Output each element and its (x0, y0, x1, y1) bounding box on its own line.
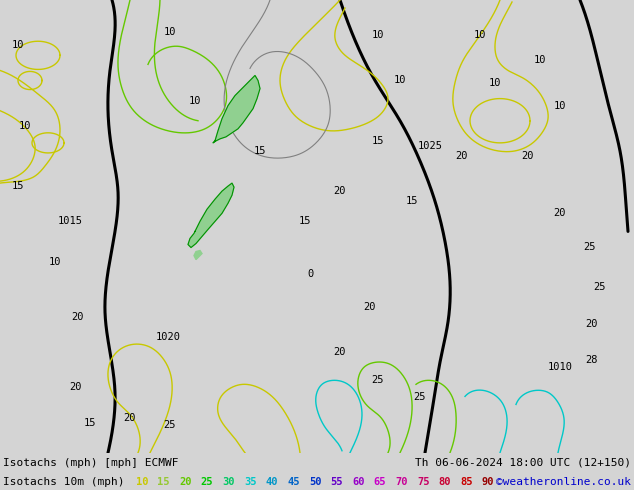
Text: 15: 15 (84, 417, 96, 428)
Text: 25: 25 (372, 375, 384, 385)
Text: 15: 15 (254, 146, 266, 156)
Text: 25: 25 (414, 392, 426, 402)
Text: 90: 90 (482, 477, 495, 487)
Text: ©weatheronline.co.uk: ©weatheronline.co.uk (496, 477, 631, 487)
Text: 10: 10 (474, 30, 486, 40)
Text: 10: 10 (164, 27, 176, 37)
Text: 25: 25 (584, 242, 596, 251)
Polygon shape (213, 75, 260, 143)
Text: 15: 15 (299, 217, 311, 226)
Text: 10: 10 (394, 75, 406, 85)
Text: 20: 20 (333, 186, 346, 196)
Text: 55: 55 (330, 477, 343, 487)
Text: 10: 10 (372, 30, 384, 40)
Text: 25: 25 (200, 477, 213, 487)
Text: 25: 25 (594, 282, 606, 292)
Text: 20: 20 (179, 477, 191, 487)
Text: 10: 10 (19, 121, 31, 131)
Text: 20: 20 (553, 208, 566, 219)
Text: 70: 70 (395, 477, 408, 487)
Polygon shape (194, 250, 202, 260)
Text: 50: 50 (309, 477, 321, 487)
Text: 10: 10 (49, 257, 61, 267)
Text: Th 06-06-2024 18:00 UTC (12+150): Th 06-06-2024 18:00 UTC (12+150) (415, 458, 631, 468)
Text: 15: 15 (406, 196, 418, 206)
Text: 10: 10 (189, 96, 201, 106)
Text: 1020: 1020 (155, 332, 181, 342)
Text: 20: 20 (456, 151, 469, 161)
Text: 30: 30 (223, 477, 235, 487)
Text: 65: 65 (373, 477, 386, 487)
Text: 45: 45 (287, 477, 300, 487)
Text: 1015: 1015 (58, 217, 82, 226)
Text: 10: 10 (553, 100, 566, 111)
Polygon shape (188, 183, 234, 247)
Text: 1010: 1010 (548, 362, 573, 372)
Text: 20: 20 (124, 413, 136, 422)
Text: 10: 10 (489, 77, 501, 88)
Text: 20: 20 (364, 302, 376, 312)
Text: 0: 0 (307, 269, 313, 279)
Text: 10: 10 (136, 477, 148, 487)
Text: 25: 25 (164, 419, 176, 430)
Text: 80: 80 (439, 477, 451, 487)
Text: 10: 10 (534, 55, 547, 65)
Text: 15: 15 (157, 477, 170, 487)
Text: 15: 15 (372, 136, 384, 146)
Text: 10: 10 (12, 40, 24, 50)
Text: 20: 20 (586, 319, 598, 329)
Text: 40: 40 (266, 477, 278, 487)
Text: 85: 85 (460, 477, 472, 487)
Text: 20: 20 (68, 382, 81, 392)
Text: 20: 20 (72, 312, 84, 322)
Text: 20: 20 (333, 347, 346, 357)
Text: 75: 75 (417, 477, 429, 487)
Text: 20: 20 (522, 151, 534, 161)
Text: 1025: 1025 (418, 141, 443, 151)
Text: Isotachs 10m (mph): Isotachs 10m (mph) (3, 477, 124, 487)
Text: 15: 15 (12, 181, 24, 191)
Text: 28: 28 (586, 355, 598, 365)
Text: 60: 60 (352, 477, 365, 487)
Text: Isotachs (mph) [mph] ECMWF: Isotachs (mph) [mph] ECMWF (3, 458, 179, 468)
Text: 35: 35 (244, 477, 256, 487)
